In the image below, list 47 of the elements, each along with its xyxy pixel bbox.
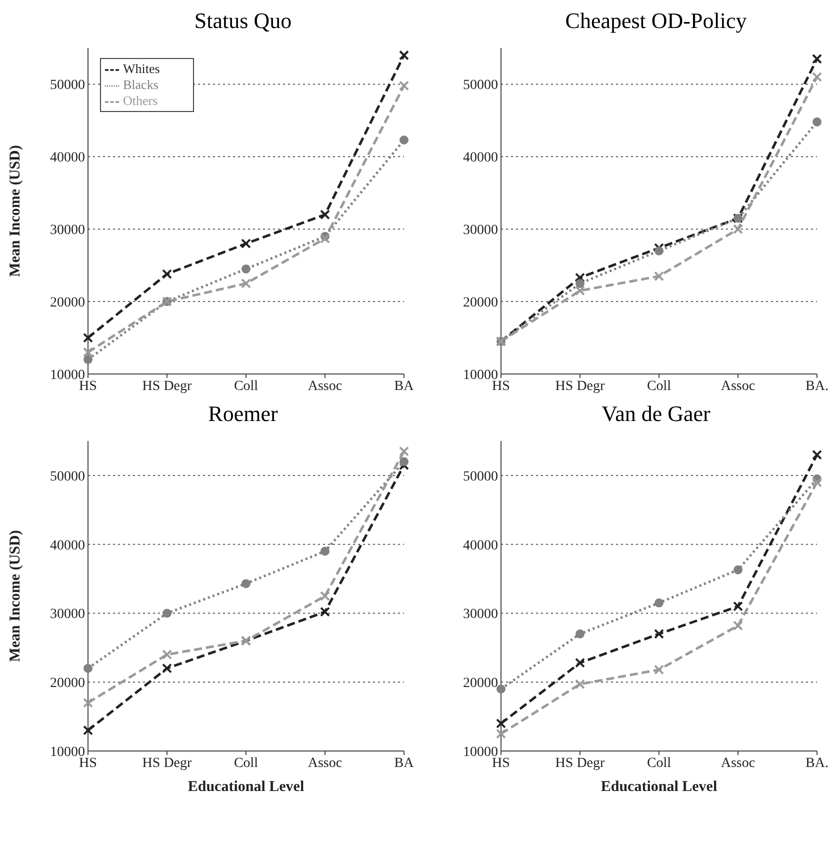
chart-title: Roemer [207,401,279,428]
x-tick-label: HS Degr [142,378,192,394]
x-tick-label: Coll [234,378,258,394]
x-tick-label: Coll [646,756,672,771]
x-tick-label: HS Degr [555,378,606,394]
x-axis-title: Educational Level [188,779,304,795]
y-axis-title: Mean Income (USD) [7,145,24,277]
x-tick-label: HS [79,756,97,771]
x-tick-label: HS Degr [555,756,606,771]
x-axis-title: Educational Level [600,779,718,795]
x-tick-label: Assoc [720,378,756,394]
x-tick-label: Assoc [720,756,756,771]
y-tick-label: 50000 [463,469,498,484]
y-tick-label: 50000 [463,78,498,94]
chart-title: Status Quo [193,8,293,35]
chart-title: Van de Gaer [600,401,712,428]
y-tick-label: 30000 [50,223,85,238]
x-tick-label: BA [394,378,415,394]
x-tick-label: HS [492,756,510,771]
x-tick-label: BA. [806,378,828,394]
y-tick-label: 40000 [463,150,498,166]
y-tick-label: 50000 [50,469,85,484]
y-axis-title: Mean Income (USD) [7,530,24,662]
y-tick-label: 50000 [50,78,85,94]
y-tick-label: 30000 [463,607,498,622]
legend-label: Others [123,93,158,108]
y-tick-label: 20000 [463,296,498,311]
x-tick-label: Assoc [308,756,342,771]
y-tick-label: 20000 [50,296,85,311]
x-tick-label: HS Degr [142,756,192,771]
y-tick-label: 30000 [463,223,498,238]
x-tick-label: HS [79,378,97,394]
x-tick-label: HS [492,378,510,394]
y-tick-label: 40000 [463,538,498,554]
y-tick-label: 40000 [50,150,85,166]
x-tick-label: Coll [234,756,258,771]
x-tick-label: Coll [646,378,672,394]
y-tick-label: 40000 [50,538,85,554]
chart-title: Cheapest OD-Policy [564,8,748,35]
y-tick-label: 20000 [50,676,85,692]
x-tick-label: BA [394,756,415,771]
y-tick-label: 30000 [50,607,85,622]
legend-label: Blacks [123,77,158,92]
y-tick-label: 20000 [463,676,498,692]
legend-label: Whites [123,61,160,76]
x-tick-label: Assoc [308,378,342,394]
x-tick-label: BA. [806,756,828,771]
